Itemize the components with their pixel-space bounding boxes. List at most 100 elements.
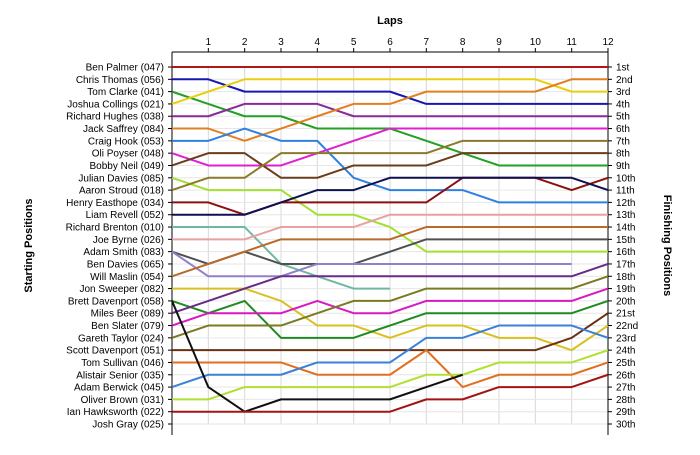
finishing-position-label: 21st <box>616 309 635 320</box>
driver-line <box>172 102 608 118</box>
finishing-position-label: 6th <box>616 124 630 135</box>
driver-label: Alistair Senior (035) <box>76 370 164 381</box>
driver-label: Miles Beer (089) <box>91 309 164 320</box>
driver-line <box>171 275 609 339</box>
driver-label: Aaron Stroud (018) <box>79 186 164 197</box>
finishing-position-label: 2nd <box>616 75 633 86</box>
driver-line <box>172 127 608 204</box>
driver-label: Ben Palmer (047) <box>86 63 164 74</box>
driver-line <box>171 139 608 192</box>
finishing-position-label: 18th <box>616 272 635 283</box>
lap-tick-label: 12 <box>602 37 614 48</box>
finishing-position-label: 13th <box>616 210 635 221</box>
lap-tick-labels: 1 2 3 4 5 6 7 8 9 10 11 12 <box>206 37 614 48</box>
driver-label: Jack Saffrey (084) <box>83 124 164 135</box>
driver-label: Josh Gray (025) <box>92 420 164 431</box>
driver-line <box>171 299 609 339</box>
finishing-position-label: 14th <box>616 223 635 234</box>
driver-label: Adam Smith (083) <box>83 247 164 258</box>
driver-label: Henry Easthope (034) <box>66 198 164 209</box>
finishing-position-label: 30th <box>616 420 635 431</box>
finishing-labels: 1st2nd3rd4th5th6th7th8th9th10th11th12th1… <box>616 63 638 431</box>
lap-tick-label: 9 <box>496 37 502 48</box>
driver-line <box>171 78 608 105</box>
finishing-position-label: 7th <box>616 136 630 147</box>
driver-label: Bobby Neil (049) <box>90 161 164 172</box>
finishing-position-label: 1st <box>616 63 630 74</box>
finishing-position-label: 5th <box>616 112 630 123</box>
lap-tick-label: 7 <box>424 37 430 48</box>
lap-tick-label: 8 <box>460 37 466 48</box>
driver-line <box>172 373 609 413</box>
lap-tick-label: 1 <box>206 37 212 48</box>
driver-label: Gareth Taylor (024) <box>78 333 164 344</box>
driver-label: Oli Poyser (048) <box>92 149 164 160</box>
driver-label: Ben Slater (079) <box>91 321 164 332</box>
left-axis-title: Starting Positions <box>23 198 35 292</box>
driver-label: Tom Clarke (041) <box>87 87 164 98</box>
driver-line <box>171 250 572 278</box>
driver-line <box>171 152 608 179</box>
finishing-position-label: 25th <box>616 358 635 369</box>
driver-line <box>172 312 609 352</box>
driver-label: Julian Davies (085) <box>78 173 164 184</box>
driver-label: Oliver Brown (031) <box>81 395 164 406</box>
lap-tick-label: 2 <box>242 37 248 48</box>
right-axis-title: Finishing Positions <box>661 195 673 296</box>
driver-label: Ben Davies (065) <box>87 259 164 270</box>
finishing-position-label: 27th <box>616 383 635 394</box>
finishing-position-label: 24th <box>616 346 635 357</box>
driver-line <box>172 176 609 216</box>
driver-label: Tom Sullivan (046) <box>81 358 164 369</box>
driver-label: Brett Davenport (058) <box>68 296 164 307</box>
driver-line <box>172 213 608 241</box>
driver-label: Richard Brenton (010) <box>66 223 164 234</box>
driver-labels: Ben Palmer (047)Chris Thomas (056)Tom Cl… <box>66 63 164 431</box>
finishing-position-label: 19th <box>616 284 635 295</box>
finishing-position-label: 9th <box>616 161 630 172</box>
driver-label: Ian Hawksworth (022) <box>67 407 164 418</box>
finishing-position-label: 22nd <box>616 321 638 332</box>
finishing-position-label: 8th <box>616 149 630 160</box>
finishing-position-label: 4th <box>616 99 630 110</box>
driver-label: Chris Thomas (056) <box>76 75 164 86</box>
lap-tick-label: 10 <box>530 37 542 48</box>
driver-label: Craig Hook (053) <box>88 136 164 147</box>
driver-line <box>171 127 608 167</box>
finishing-position-label: 23rd <box>616 333 636 344</box>
driver-line <box>172 78 608 105</box>
lap-tick-label: 3 <box>278 37 284 48</box>
driver-label: Joe Byrne (026) <box>93 235 164 246</box>
finishing-position-label: 28th <box>616 395 635 406</box>
driver-line <box>171 263 609 315</box>
driver-line <box>171 176 608 253</box>
finishing-position-label: 17th <box>616 259 635 270</box>
lap-tick-label: 5 <box>351 37 357 48</box>
finishing-position-label: 29th <box>616 407 635 418</box>
driver-label: Liam Revell (052) <box>86 210 164 221</box>
x-axis-title: Laps <box>377 15 403 27</box>
finishing-position-label: 11th <box>616 186 635 197</box>
lap-tick-label: 11 <box>566 37 577 48</box>
lap-tick-label: 4 <box>315 37 321 48</box>
driver-label: Richard Hughes (038) <box>66 112 164 123</box>
lap-tick-label: 6 <box>387 37 393 48</box>
finishing-position-label: 16th <box>616 247 635 258</box>
driver-label: Joshua Collings (021) <box>67 99 164 110</box>
driver-line <box>172 349 609 389</box>
driver-label: Scott Davenport (051) <box>66 346 164 357</box>
finishing-position-label: 12th <box>616 198 635 209</box>
driver-line <box>171 226 608 278</box>
gridlines <box>172 66 609 425</box>
driver-line <box>172 78 608 142</box>
finishing-position-label: 10th <box>616 173 635 184</box>
finishing-position-label: 26th <box>616 370 635 381</box>
finishing-position-label: 3rd <box>616 87 630 98</box>
driver-line <box>172 349 609 401</box>
driver-label: Adam Berwick (045) <box>74 383 164 394</box>
finishing-position-label: 15th <box>616 235 635 246</box>
finishing-position-label: 20th <box>616 296 635 307</box>
driver-lines <box>171 66 609 413</box>
